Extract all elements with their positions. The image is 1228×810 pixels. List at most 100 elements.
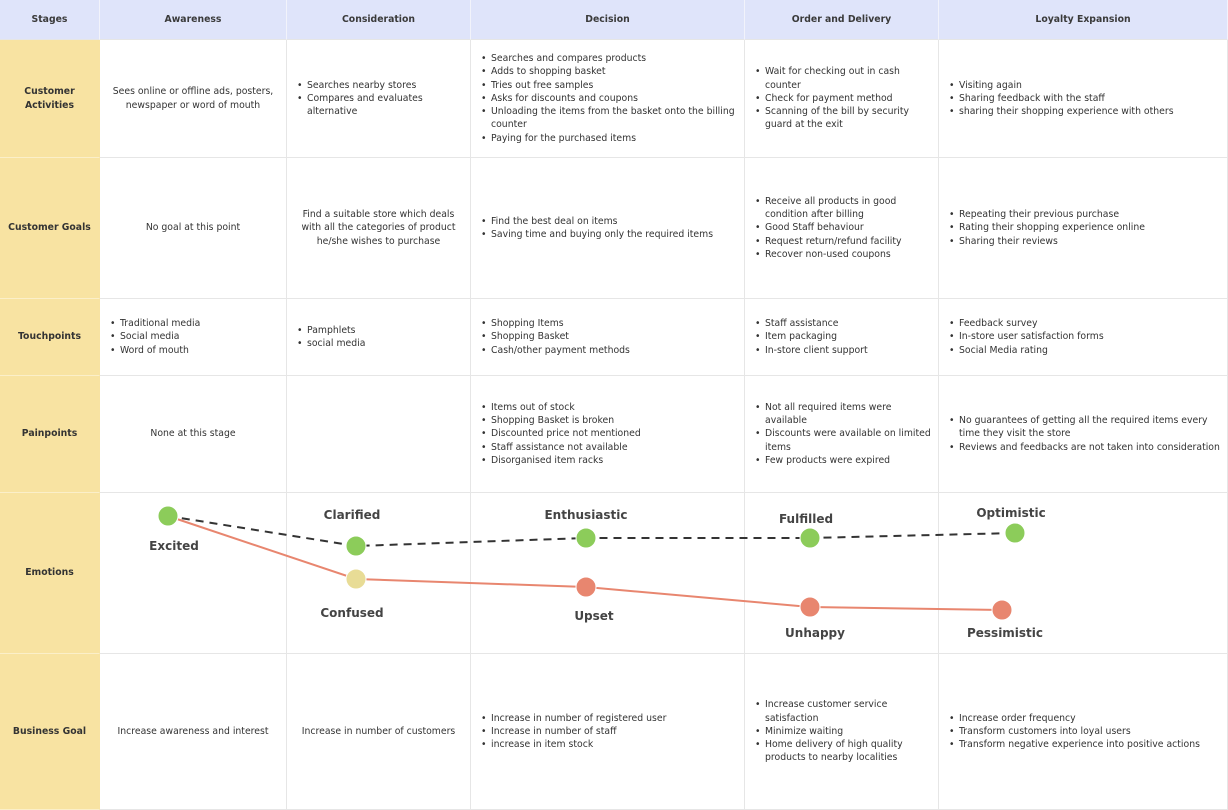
list-item: Minimize waiting <box>753 725 932 739</box>
emotion-cell <box>745 493 939 654</box>
column-header-0: Stages <box>0 0 100 40</box>
journey-cell: No guarantees of getting all the require… <box>939 376 1228 493</box>
list-item: Transform negative experience into posit… <box>947 738 1200 752</box>
list-item: social media <box>295 337 365 351</box>
header-label: Awareness <box>164 13 222 25</box>
list-item: Searches nearby stores <box>295 79 464 93</box>
journey-cell: Increase order frequencyTransform custom… <box>939 654 1228 810</box>
list-item: Wait for checking out in cash counter <box>753 65 932 92</box>
journey-cell: Searches and compares productsAdds to sh… <box>471 40 745 158</box>
journey-cell: Staff assistanceItem packagingIn-store c… <box>745 299 939 376</box>
stage-name: Customer Goals <box>8 222 91 234</box>
list-item: Compares and evaluates alternative <box>295 92 464 119</box>
list-item: Sharing their reviews <box>947 235 1145 249</box>
bullet-list: Receive all products in good condition a… <box>753 195 932 262</box>
stage-name: Business Goal <box>12 725 87 737</box>
bullet-list: Pamphletssocial media <box>295 324 365 351</box>
list-item: Traditional media <box>108 317 200 331</box>
list-item: Shopping Items <box>479 317 630 331</box>
stage-name: Painpoints <box>21 428 78 440</box>
emotion-cell <box>471 493 745 654</box>
cell-text: Increase awareness and interest <box>117 725 269 737</box>
cell-text: None at this stage <box>150 428 236 440</box>
list-item: Item packaging <box>753 330 868 344</box>
journey-cell: Not all required items were availableDis… <box>745 376 939 493</box>
list-item: Scanning of the bill by security guard a… <box>753 105 932 132</box>
journey-cell: Increase in number of customers <box>287 654 471 810</box>
column-header-3: Decision <box>471 0 745 40</box>
bullet-list: Visiting againSharing feedback with the … <box>947 79 1174 119</box>
list-item: Receive all products in good condition a… <box>753 195 932 222</box>
journey-cell: Shopping ItemsShopping BasketCash/other … <box>471 299 745 376</box>
header-label: Loyalty Expansion <box>1035 13 1131 25</box>
header-label: Stages <box>31 13 68 25</box>
list-item: Items out of stock <box>479 401 641 415</box>
journey-cell: Sees online or offline ads, posters, new… <box>100 40 287 158</box>
column-header-4: Order and Delivery <box>745 0 939 40</box>
list-item: In-store user satisfaction forms <box>947 330 1104 344</box>
list-item: Transform customers into loyal users <box>947 725 1200 739</box>
stage-label: Emotions <box>0 493 100 654</box>
journey-cell: Wait for checking out in cash counterChe… <box>745 40 939 158</box>
journey-cell <box>287 376 471 493</box>
column-header-1: Awareness <box>100 0 287 40</box>
list-item: Sharing feedback with the staff <box>947 92 1174 106</box>
list-item: Searches and compares products <box>479 52 738 66</box>
list-item: Saving time and buying only the required… <box>479 228 713 242</box>
list-item: Request return/refund facility <box>753 235 932 249</box>
list-item: Asks for discounts and coupons <box>479 92 738 106</box>
list-item: Discounts were available on limited item… <box>753 427 932 454</box>
bullet-list: Repeating their previous purchaseRating … <box>947 208 1145 248</box>
bullet-list: Searches and compares productsAdds to sh… <box>479 52 738 145</box>
list-item: Increase order frequency <box>947 712 1200 726</box>
list-item: Rating their shopping experience online <box>947 221 1145 235</box>
cell-text: Increase in number of customers <box>301 725 456 737</box>
list-item: Increase customer service satisfaction <box>753 698 932 725</box>
cell-text: Sees online or offline ads, posters, new… <box>112 86 274 111</box>
journey-cell: Traditional mediaSocial mediaWord of mou… <box>100 299 287 376</box>
list-item: Visiting again <box>947 79 1174 93</box>
list-item: Unloading the items from the basket onto… <box>479 105 738 132</box>
journey-cell: None at this stage <box>100 376 287 493</box>
list-item: Social Media rating <box>947 344 1104 358</box>
list-item: Feedback survey <box>947 317 1104 331</box>
emotion-cell <box>100 493 287 654</box>
emotion-cell <box>939 493 1228 654</box>
journey-cell: No goal at this point <box>100 158 287 299</box>
list-item: No guarantees of getting all the require… <box>947 414 1221 441</box>
list-item: Not all required items were available <box>753 401 932 428</box>
list-item: Increase in number of registered user <box>479 712 666 726</box>
list-item: Social media <box>108 330 200 344</box>
stage-label: Business Goal <box>0 654 100 810</box>
cell-text: No goal at this point <box>145 222 241 234</box>
list-item: Shopping Basket <box>479 330 630 344</box>
header-label: Decision <box>585 13 630 25</box>
journey-cell: Feedback surveyIn-store user satisfactio… <box>939 299 1228 376</box>
stage-label: Customer Goals <box>0 158 100 299</box>
bullet-list: Staff assistanceItem packagingIn-store c… <box>753 317 868 357</box>
header-label: Order and Delivery <box>791 13 892 25</box>
list-item: In-store client support <box>753 344 868 358</box>
journey-cell: Receive all products in good condition a… <box>745 158 939 299</box>
list-item: Repeating their previous purchase <box>947 208 1145 222</box>
journey-cell: Find the best deal on itemsSaving time a… <box>471 158 745 299</box>
bullet-list: Traditional mediaSocial mediaWord of mou… <box>108 317 200 357</box>
bullet-list: Increase order frequencyTransform custom… <box>947 712 1200 752</box>
header-label: Consideration <box>341 13 415 25</box>
list-item: Recover non-used coupons <box>753 248 932 262</box>
list-item: Shopping Basket is broken <box>479 414 641 428</box>
bullet-list: Feedback surveyIn-store user satisfactio… <box>947 317 1104 357</box>
list-item: Home delivery of high quality products t… <box>753 738 932 765</box>
bullet-list: Items out of stockShopping Basket is bro… <box>479 401 641 468</box>
stage-label: Painpoints <box>0 376 100 493</box>
list-item: Staff assistance <box>753 317 868 331</box>
list-item: Few products were expired <box>753 454 932 468</box>
list-item: Find the best deal on items <box>479 215 713 229</box>
cell-text: Find a suitable store which deals with a… <box>301 209 456 247</box>
list-item: sharing their shopping experience with o… <box>947 105 1174 119</box>
list-item: increase in item stock <box>479 738 666 752</box>
stage-name: Customer Activities <box>24 86 75 111</box>
emotion-cell <box>287 493 471 654</box>
list-item: Check for payment method <box>753 92 932 106</box>
